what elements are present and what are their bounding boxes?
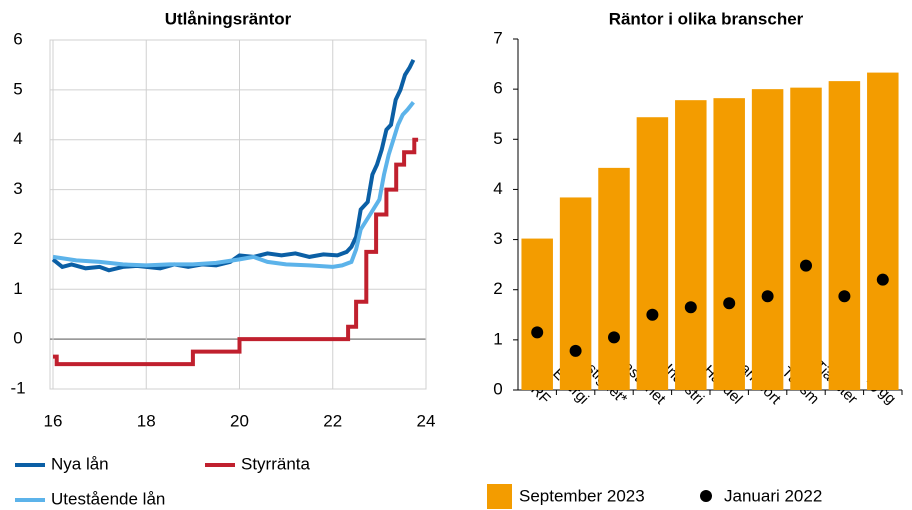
y-tick-label: 7 (493, 28, 502, 47)
y-tick-label: -1 (10, 378, 25, 397)
dot (723, 297, 736, 310)
dot (761, 290, 774, 303)
y-tick-label: 1 (493, 329, 502, 348)
line-series (51, 59, 416, 273)
y-tick-label: 2 (493, 279, 502, 298)
bar (751, 89, 784, 391)
y-tick-label: 5 (493, 129, 502, 148)
bar (559, 197, 592, 390)
bar (521, 238, 553, 390)
bar (713, 98, 745, 390)
bar (675, 100, 707, 390)
x-tick-label: 24 (417, 411, 436, 430)
dot (646, 308, 659, 321)
dot (569, 344, 582, 357)
legend-label: Utestående lån (51, 489, 165, 508)
bar (828, 81, 861, 391)
bar (867, 72, 899, 391)
line-series (52, 101, 415, 269)
chart-title: Utlåningsräntor (165, 9, 292, 28)
bar (636, 117, 669, 391)
legend-label: Styrränta (241, 454, 311, 473)
x-tick-label: 18 (137, 411, 156, 430)
y-tick-label: 3 (493, 229, 502, 248)
y-tick-label: 0 (493, 379, 502, 398)
dot (684, 301, 697, 314)
dot (531, 326, 544, 339)
x-tick-label: 20 (230, 411, 249, 430)
bar (790, 87, 822, 390)
y-tick-label: 5 (13, 79, 22, 98)
bar (598, 167, 630, 390)
x-tick-label: 16 (44, 411, 63, 430)
line-series (53, 137, 419, 367)
y-tick-label: 0 (13, 329, 22, 348)
legend-marker (487, 484, 512, 509)
chart-title: Räntor i olika branscher (609, 9, 804, 28)
y-tick-label: 6 (13, 29, 22, 48)
dot (608, 331, 620, 344)
y-tick-label: 4 (13, 129, 22, 148)
dot (800, 259, 812, 272)
y-tick-label: 6 (493, 79, 502, 98)
legend-label: Januari 2022 (724, 486, 822, 505)
x-tick-label: 22 (323, 411, 342, 430)
y-tick-label: 1 (13, 279, 22, 298)
y-tick-label: 3 (13, 179, 22, 198)
y-tick-label: 2 (13, 229, 22, 248)
dot (876, 273, 889, 286)
legend-label: September 2023 (519, 486, 645, 505)
y-tick-label: 4 (493, 179, 502, 198)
legend-marker (700, 490, 712, 502)
legend-label: Nya lån (51, 454, 109, 473)
dot (838, 290, 851, 303)
